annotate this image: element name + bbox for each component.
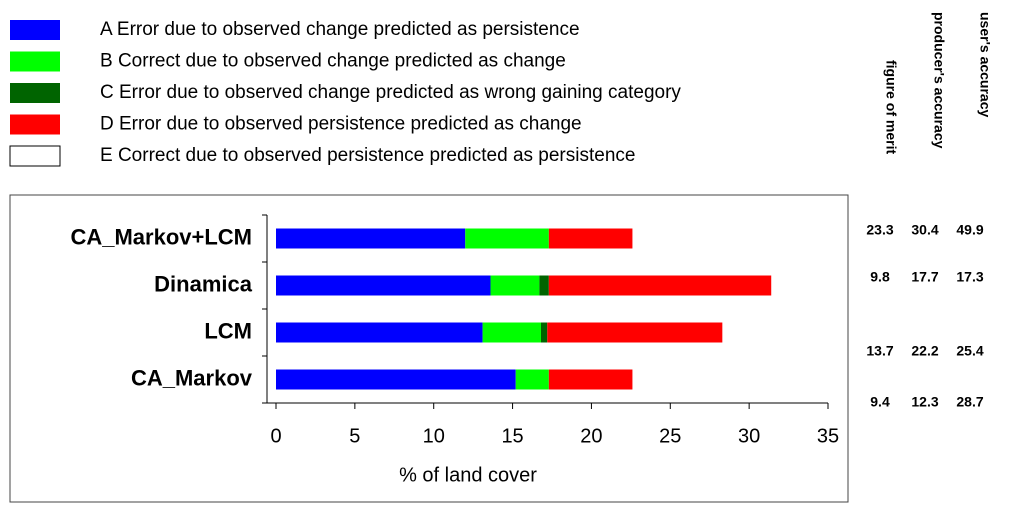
table-cell: 22.2 xyxy=(911,343,938,359)
table-cell: 17.3 xyxy=(956,269,983,285)
legend-swatch xyxy=(10,20,60,40)
y-tick-label: CA_Markov+LCM xyxy=(70,224,252,249)
table-cell: 9.4 xyxy=(870,394,890,410)
table-cell: 25.4 xyxy=(956,343,983,359)
bar-segment xyxy=(539,275,549,296)
x-tick-label: 30 xyxy=(738,425,760,447)
legend-label: B Correct due to observed change predict… xyxy=(100,51,566,72)
table-cell: 23.3 xyxy=(866,222,893,238)
legend-swatch xyxy=(10,51,60,72)
x-tick-label: 20 xyxy=(580,425,602,447)
bar-segment xyxy=(515,369,549,390)
x-tick-label: 15 xyxy=(501,425,523,447)
table-cell: 12.3 xyxy=(911,394,938,410)
y-tick-label: LCM xyxy=(204,318,252,343)
column-header: producer's accuracy xyxy=(931,12,947,149)
bar-segment xyxy=(548,275,772,296)
bar-segment xyxy=(548,228,633,249)
legend-label: D Error due to observed persistence pred… xyxy=(100,114,582,135)
bar-segment xyxy=(276,322,483,343)
legend-label: E Correct due to observed persistence pr… xyxy=(100,145,635,166)
bar-segment xyxy=(276,228,466,249)
x-tick-label: 10 xyxy=(423,425,445,447)
y-tick-label: CA_Markov xyxy=(131,365,253,390)
bar-segment xyxy=(490,275,540,296)
x-tick-label: 25 xyxy=(659,425,681,447)
table-cell: 13.7 xyxy=(866,343,893,359)
x-tick-label: 5 xyxy=(349,425,360,447)
legend-swatch xyxy=(10,83,60,103)
legend-swatch xyxy=(9,145,61,167)
bar-segment xyxy=(465,228,549,249)
bar-segment xyxy=(276,275,491,296)
bar-segment xyxy=(482,322,541,343)
chart-frame xyxy=(9,194,849,503)
legend-label: C Error due to observed change predicted… xyxy=(100,82,681,103)
table-cell: 49.9 xyxy=(956,222,983,238)
x-tick-label: 35 xyxy=(817,425,839,447)
bar-segment xyxy=(547,322,723,343)
table-cell: 9.8 xyxy=(870,269,890,285)
bar-segment xyxy=(540,322,548,343)
table-cell: 17.7 xyxy=(911,269,938,285)
table-cell: 30.4 xyxy=(911,222,938,238)
x-tick-label: 0 xyxy=(270,425,281,447)
y-tick-label: Dinamica xyxy=(154,271,253,296)
bar-segment xyxy=(276,369,516,390)
legend-label: A Error due to observed change predicted… xyxy=(100,19,580,40)
column-header: user's accuracy xyxy=(977,12,993,118)
legend-swatch xyxy=(10,114,60,135)
bar-segment xyxy=(548,369,633,390)
table-cell: 28.7 xyxy=(956,394,983,410)
column-header: figure of merit xyxy=(883,60,899,154)
x-axis-title: % of land cover xyxy=(399,464,537,486)
